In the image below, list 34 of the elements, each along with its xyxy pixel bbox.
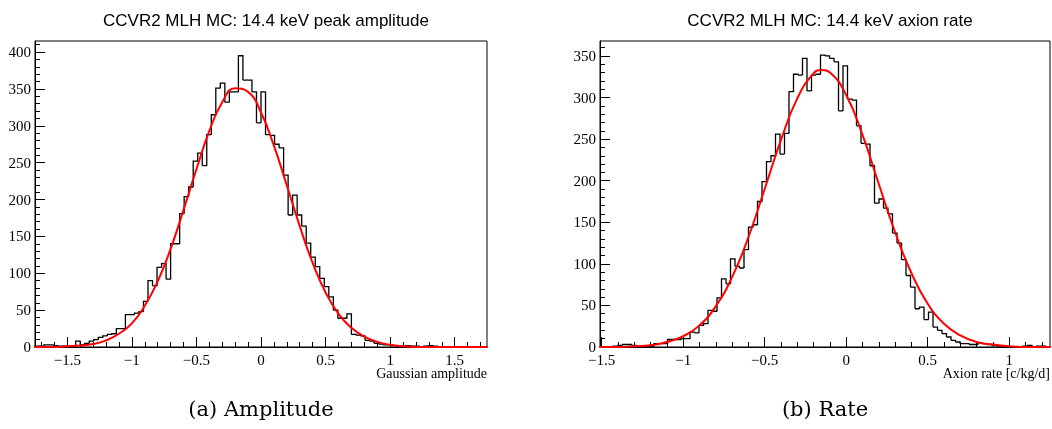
text: (a) Amplitude — [188, 396, 334, 421]
x-tick-label: 0.5 — [918, 351, 938, 368]
y-tick-label: 250 — [573, 131, 596, 148]
chart-title: CCVR2 MLH MC: 14.4 keV peak amplitude — [103, 11, 429, 30]
y-tick-label: 250 — [8, 154, 31, 171]
y-tick-label: 350 — [573, 47, 596, 64]
x-tick-label: 0.5 — [316, 351, 335, 368]
x-tick-label: 1.5 — [445, 351, 465, 368]
chart-title: CCVR2 MLH MC: 14.4 keV axion rate — [687, 11, 973, 30]
y-tick-label: 0 — [23, 339, 31, 355]
y-tick-label: 300 — [8, 117, 31, 134]
x-tick-label: −1 — [675, 351, 692, 368]
x-axis-title: Axion rate [c/kg/d] — [942, 365, 1050, 381]
y-tick-label: 100 — [8, 265, 31, 282]
y-tick-label: 200 — [573, 172, 596, 189]
y-tick-label: 400 — [8, 44, 31, 61]
x-tick-label: 0 — [842, 351, 850, 368]
y-tick-label: 350 — [8, 80, 31, 97]
x-tick-label: 1 — [1005, 351, 1013, 368]
x-tick-label: −1.5 — [53, 351, 81, 368]
x-axis-title: Gaussian amplitude — [376, 365, 487, 381]
y-tick-label: 50 — [16, 302, 31, 319]
x-tick-label: −1 — [123, 351, 140, 368]
x-tick-label: −0.5 — [751, 351, 779, 368]
text: (b) Rate — [781, 396, 869, 421]
x-tick-label: −0.5 — [182, 351, 211, 368]
x-tick-label: 1 — [386, 351, 394, 368]
y-tick-label: 300 — [573, 89, 596, 106]
y-tick-label: 100 — [573, 255, 596, 272]
y-tick-label: 200 — [8, 191, 31, 208]
x-tick-label: 0 — [257, 351, 265, 368]
y-tick-label: 150 — [8, 228, 31, 245]
y-tick-label: 50 — [581, 297, 596, 314]
y-tick-label: 150 — [573, 214, 596, 231]
